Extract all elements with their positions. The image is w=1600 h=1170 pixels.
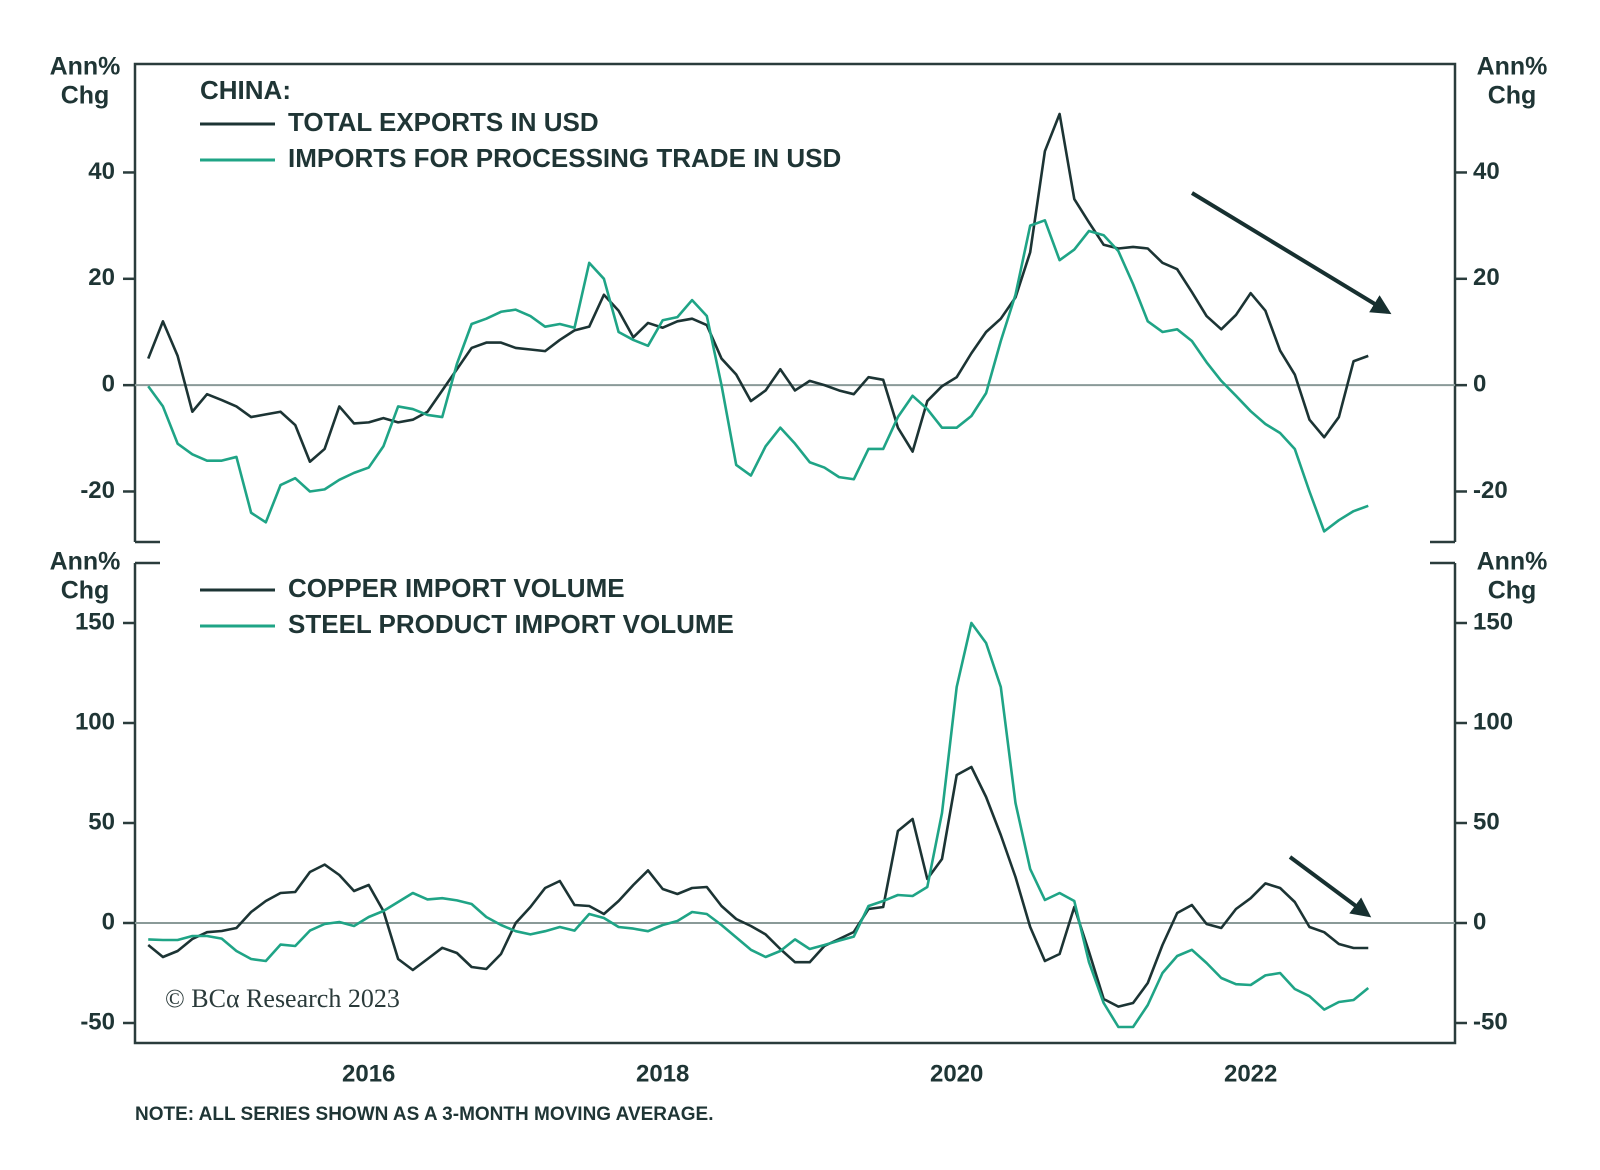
- y2-axis-label: Ann%: [1477, 548, 1548, 576]
- y2-axis-label: Ann%: [1477, 53, 1548, 81]
- y2-tick-label: 40: [1473, 158, 1500, 185]
- y2-tick-label: 0: [1473, 370, 1486, 397]
- legend-label: TOTAL EXPORTS IN USD: [288, 107, 599, 137]
- x-tick-label: 2020: [930, 1060, 983, 1087]
- y-tick-label: 0: [102, 370, 115, 397]
- source: © BCα Research 2023: [165, 984, 400, 1013]
- y2-tick-label: -20: [1473, 477, 1508, 504]
- y-tick-label: 40: [88, 158, 115, 185]
- y2-axis-label: Chg: [1488, 82, 1537, 110]
- legend-label: COPPER IMPORT VOLUME: [288, 573, 625, 603]
- y2-axis-label: Chg: [1488, 577, 1537, 605]
- series-line: [147, 219, 1369, 533]
- y2-tick-label: 20: [1473, 264, 1500, 291]
- y-tick-label: 0: [102, 908, 115, 935]
- trend-arrow: [1190, 191, 1392, 315]
- y-tick-label: -20: [80, 477, 115, 504]
- y-tick-label: -50: [80, 1008, 115, 1035]
- y2-tick-label: 50: [1473, 808, 1500, 835]
- x-tick-label: 2016: [342, 1060, 395, 1087]
- y-axis-label: Ann%: [50, 53, 121, 81]
- y-tick-label: 50: [88, 808, 115, 835]
- series-line: [147, 112, 1369, 464]
- panel-frames: [133, 62, 1457, 1045]
- top-panel-frame: [133, 62, 1457, 542]
- y-axis-label: Ann%: [50, 548, 121, 576]
- y-axis-label: Chg: [61, 82, 110, 110]
- y2-tick-label: -50: [1473, 1008, 1508, 1035]
- x-tick-label: 2022: [1224, 1060, 1277, 1087]
- y-tick-label: 100: [75, 708, 115, 735]
- footnote: NOTE: ALL SERIES SHOWN AS A 3-MONTH MOVI…: [135, 1104, 713, 1125]
- legend-title: CHINA:: [200, 75, 291, 105]
- legend-label: IMPORTS FOR PROCESSING TRADE IN USD: [288, 143, 841, 173]
- y2-tick-label: 0: [1473, 908, 1486, 935]
- y-axis-label: Chg: [61, 577, 110, 605]
- y2-tick-label: 150: [1473, 608, 1513, 635]
- y-tick-label: 150: [75, 608, 115, 635]
- trend-arrow: [1288, 855, 1372, 918]
- y2-tick-label: 100: [1473, 708, 1513, 735]
- bottom-panel-frame: [133, 563, 1457, 1045]
- series-line: [148, 621, 1370, 1029]
- x-tick-label: 2018: [636, 1060, 689, 1087]
- legend-label: STEEL PRODUCT IMPORT VOLUME: [288, 609, 734, 639]
- y-tick-label: 20: [88, 264, 115, 291]
- series-line: [147, 765, 1369, 1008]
